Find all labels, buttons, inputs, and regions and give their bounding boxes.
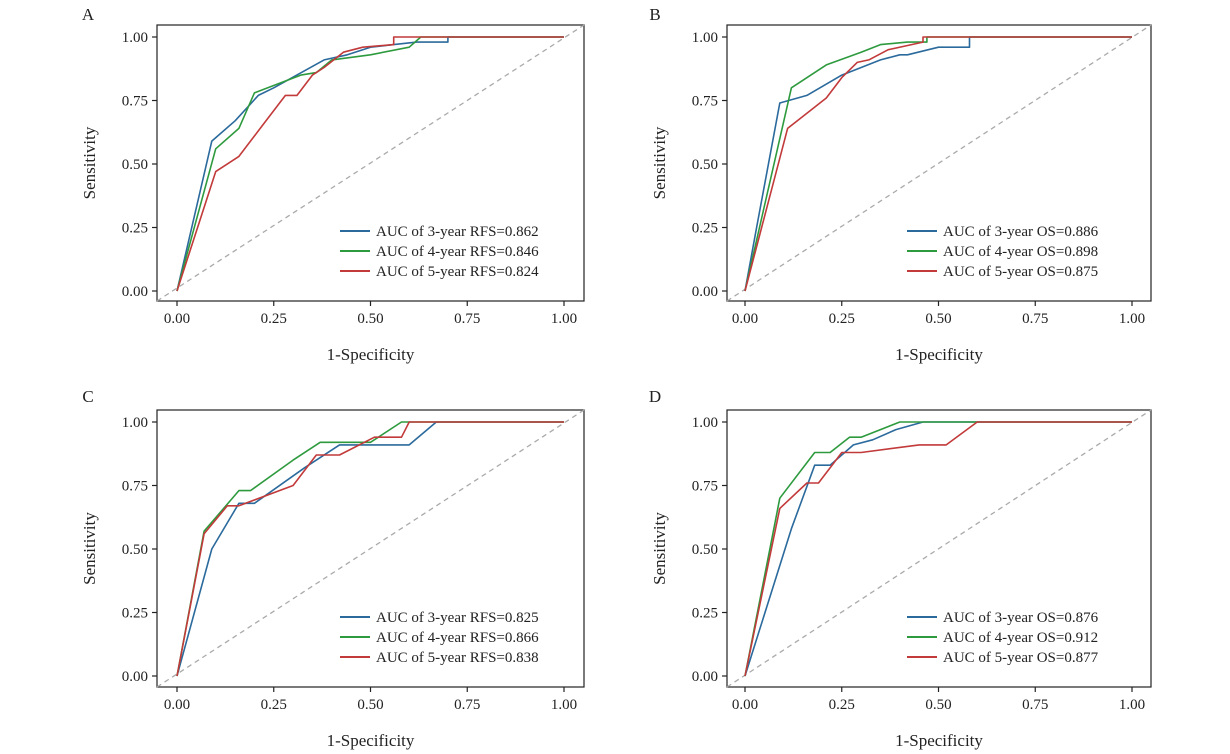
y-tick-label: 0.75 xyxy=(122,94,148,110)
y-tick-label: 0.00 xyxy=(692,669,718,685)
x-axis-title: 1-Specificity xyxy=(895,345,983,364)
y-tick-label: 0.00 xyxy=(692,284,718,300)
y-tick-label: 1.00 xyxy=(692,30,718,46)
roc-curve-red xyxy=(176,421,564,677)
x-tick-label: 0.50 xyxy=(357,697,383,713)
roc-curve-red xyxy=(744,36,1132,292)
x-tick-label: 0.75 xyxy=(454,697,480,713)
legend-entry: AUC of 4-year RFS=0.846 xyxy=(376,244,539,260)
legend-entry: AUC of 3-year RFS=0.825 xyxy=(376,610,539,626)
y-tick-label: 0.50 xyxy=(692,157,718,173)
panel-label: B xyxy=(649,5,660,24)
y-tick-label: 0.25 xyxy=(122,221,148,237)
y-tick-label: 0.75 xyxy=(692,94,718,110)
x-tick-label: 0.75 xyxy=(1022,697,1048,713)
x-tick-label: 0.00 xyxy=(732,311,758,327)
reference-diagonal xyxy=(726,24,1152,302)
roc-curve-green xyxy=(744,421,1132,677)
y-axis-title: Sensitivity xyxy=(80,512,99,585)
x-tick-label: 0.50 xyxy=(925,697,951,713)
roc-panel-a: A 0.00 0.25 0.50 0.75 1.00 0.00 0.25 0.50 0.75 1.0… xyxy=(80,5,585,364)
y-tick-label: 0.00 xyxy=(122,669,148,685)
roc-curve-green xyxy=(176,421,564,677)
roc-curve-red xyxy=(744,421,1132,677)
legend-entry: AUC of 3-year OS=0.876 xyxy=(943,610,1099,626)
y-tick-label: 1.00 xyxy=(122,415,148,431)
x-tick-label: 0.50 xyxy=(925,311,951,327)
roc-panel-b: B 0.00 0.25 0.50 0.75 1.00 0.00 0.25 0.50 0.75 1.0… xyxy=(649,5,1152,364)
panel-label: C xyxy=(82,387,93,406)
legend-entry: AUC of 5-year RFS=0.824 xyxy=(376,264,539,280)
y-tick-label: 0.50 xyxy=(122,542,148,558)
x-tick-label: 0.25 xyxy=(829,697,855,713)
legend-entry: AUC of 4-year OS=0.912 xyxy=(943,630,1098,646)
x-tick-label: 0.25 xyxy=(261,697,287,713)
y-tick-label: 0.25 xyxy=(122,606,148,622)
roc-curve-blue xyxy=(176,421,564,677)
y-tick-label: 1.00 xyxy=(122,30,148,46)
x-tick-label: 0.25 xyxy=(261,311,287,327)
y-axis-title: Sensitivity xyxy=(80,126,99,199)
legend-entry: AUC of 5-year RFS=0.838 xyxy=(376,650,539,666)
y-tick-label: 0.50 xyxy=(122,157,148,173)
roc-curve-green xyxy=(744,36,1132,292)
legend-entry: AUC of 5-year OS=0.877 xyxy=(943,650,1099,666)
legend-entry: AUC of 5-year OS=0.875 xyxy=(943,264,1098,280)
x-tick-label: 0.00 xyxy=(164,697,190,713)
x-tick-label: 1.00 xyxy=(551,311,577,327)
reference-diagonal xyxy=(156,24,585,302)
y-axis-title: Sensitivity xyxy=(650,512,669,585)
panel-label: D xyxy=(649,387,661,406)
x-tick-label: 0.75 xyxy=(1022,311,1048,327)
x-axis-title: 1-Specificity xyxy=(327,731,415,750)
x-tick-label: 1.00 xyxy=(1119,311,1145,327)
roc-panel-d: D 0.00 0.25 0.50 0.75 1.00 0.00 0.25 0.50 0.75 1.0… xyxy=(649,387,1152,750)
roc-curve-blue xyxy=(744,36,1132,292)
legend-entry: AUC of 3-year RFS=0.862 xyxy=(376,224,539,240)
panel-label: A xyxy=(82,5,95,24)
x-axis-title: 1-Specificity xyxy=(327,345,415,364)
legend-entry: AUC of 3-year OS=0.886 xyxy=(943,224,1099,240)
y-axis-title: Sensitivity xyxy=(650,126,669,199)
x-tick-label: 0.50 xyxy=(357,311,383,327)
y-tick-label: 0.75 xyxy=(122,479,148,495)
y-tick-label: 0.00 xyxy=(122,284,148,300)
y-tick-label: 0.75 xyxy=(692,479,718,495)
roc-panel-c: C 0.00 0.25 0.50 0.75 1.00 0.00 0.25 0.50 0.75 1.0… xyxy=(80,387,585,750)
legend-entry: AUC of 4-year RFS=0.866 xyxy=(376,630,539,646)
y-tick-label: 0.25 xyxy=(692,221,718,237)
roc-curve-blue xyxy=(176,36,564,292)
x-tick-label: 1.00 xyxy=(551,697,577,713)
x-tick-label: 0.00 xyxy=(164,311,190,327)
x-axis-title: 1-Specificity xyxy=(895,731,983,750)
x-tick-label: 1.00 xyxy=(1119,697,1145,713)
x-tick-label: 0.75 xyxy=(454,311,480,327)
reference-diagonal xyxy=(156,409,585,688)
legend-entry: AUC of 4-year OS=0.898 xyxy=(943,244,1098,260)
y-tick-label: 1.00 xyxy=(692,415,718,431)
roc-curve-blue xyxy=(744,421,1132,677)
y-tick-label: 0.50 xyxy=(692,542,718,558)
x-tick-label: 0.25 xyxy=(829,311,855,327)
y-tick-label: 0.25 xyxy=(692,606,718,622)
roc-curve-red xyxy=(176,36,564,292)
reference-diagonal xyxy=(726,409,1152,688)
x-tick-label: 0.00 xyxy=(732,697,758,713)
